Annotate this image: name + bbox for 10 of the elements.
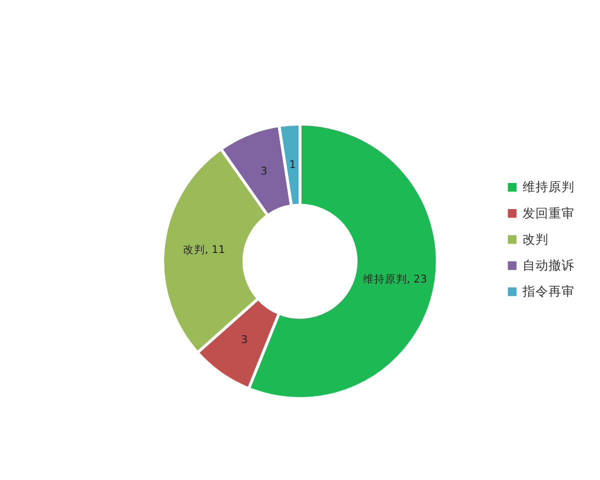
data-label: 1 (289, 158, 296, 171)
legend-label: 自动撤诉 (522, 258, 574, 273)
data-label: 维持原判, 23 (362, 272, 428, 286)
legend-label: 维持原判 (522, 179, 574, 194)
legend-label: 指令再审 (521, 284, 574, 299)
data-label: 3 (241, 333, 248, 346)
data-label: 3 (260, 164, 268, 178)
legend-label: 发回重审 (522, 205, 574, 220)
legend-label: 改判 (522, 231, 548, 246)
data-label: 改判, 11 (182, 243, 226, 256)
